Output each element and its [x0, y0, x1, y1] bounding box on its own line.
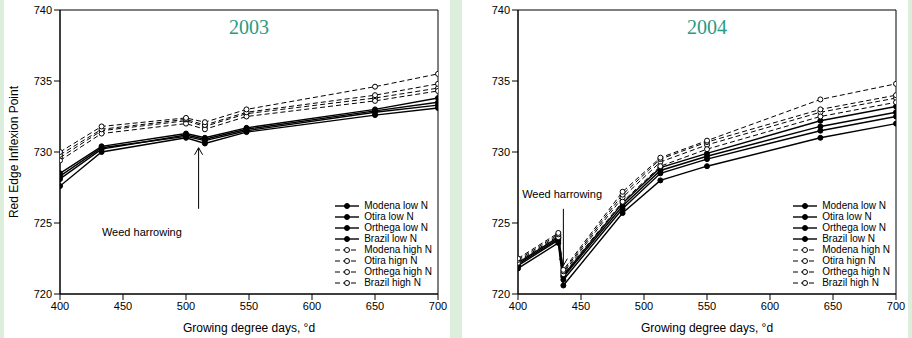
html-text:Orthega low N: Orthega low N — [364, 222, 429, 233]
svg-text:730: 730 — [492, 146, 510, 158]
svg-text:600: 600 — [303, 300, 321, 312]
svg-text:735: 735 — [492, 75, 510, 87]
html-text:Orthega low N: Orthega low N — [822, 222, 887, 233]
html-text:Modena low N: Modena low N — [364, 200, 429, 211]
html-text:Brazil high N: Brazil high N — [364, 277, 421, 288]
svg-text:720: 720 — [34, 288, 52, 300]
svg-text:500: 500 — [177, 300, 195, 312]
svg-text:400: 400 — [509, 300, 527, 312]
html-text:Otira low N: Otira low N — [364, 211, 414, 222]
html-text:Brazil high N: Brazil high N — [822, 277, 879, 288]
html-text:Orthega high N: Orthega high N — [822, 266, 890, 277]
svg-text:650: 650 — [366, 300, 384, 312]
html-text:Modena low N: Modena low N — [822, 200, 887, 211]
svg-text:Weed harrowing: Weed harrowing — [102, 226, 182, 238]
html-text:Modena high N: Modena high N — [364, 244, 432, 255]
html-text:Otira hign N: Otira hign N — [822, 255, 876, 266]
svg-text:450: 450 — [572, 300, 590, 312]
svg-text:650: 650 — [824, 300, 842, 312]
svg-text:725: 725 — [34, 217, 52, 229]
html-text:2003: 2003 — [229, 16, 269, 38]
svg-text:Weed harrowing: Weed harrowing — [522, 188, 602, 200]
svg-text:720: 720 — [492, 288, 510, 300]
html-text:Brazil low N: Brazil low N — [364, 233, 417, 244]
svg-text:740: 740 — [34, 4, 52, 16]
html-text:2004: 2004 — [687, 16, 727, 38]
html-text:Orthega high N: Orthega high N — [364, 266, 432, 277]
svg-text:730: 730 — [34, 146, 52, 158]
svg-text:500: 500 — [635, 300, 653, 312]
svg-text:740: 740 — [492, 4, 510, 16]
svg-text:700: 700 — [429, 300, 447, 312]
svg-text:600: 600 — [761, 300, 779, 312]
svg-text:700: 700 — [887, 300, 905, 312]
svg-text:725: 725 — [492, 217, 510, 229]
svg-text:550: 550 — [240, 300, 258, 312]
svg-text:450: 450 — [114, 300, 132, 312]
html-text:Modena high N: Modena high N — [822, 244, 890, 255]
html-text:Otira low N: Otira low N — [822, 211, 872, 222]
svg-text:400: 400 — [51, 300, 69, 312]
svg-text:Red Edge Inflexion Point: Red Edge Inflexion Point — [7, 85, 21, 218]
svg-text:Growing degree days, °d: Growing degree days, °d — [183, 321, 315, 335]
svg-text:735: 735 — [34, 75, 52, 87]
svg-text:Growing degree days, °d: Growing degree days, °d — [641, 321, 773, 335]
html-text:Brazil low N: Brazil low N — [822, 233, 875, 244]
html-text:Otira hign N: Otira hign N — [364, 255, 418, 266]
svg-text:550: 550 — [698, 300, 716, 312]
